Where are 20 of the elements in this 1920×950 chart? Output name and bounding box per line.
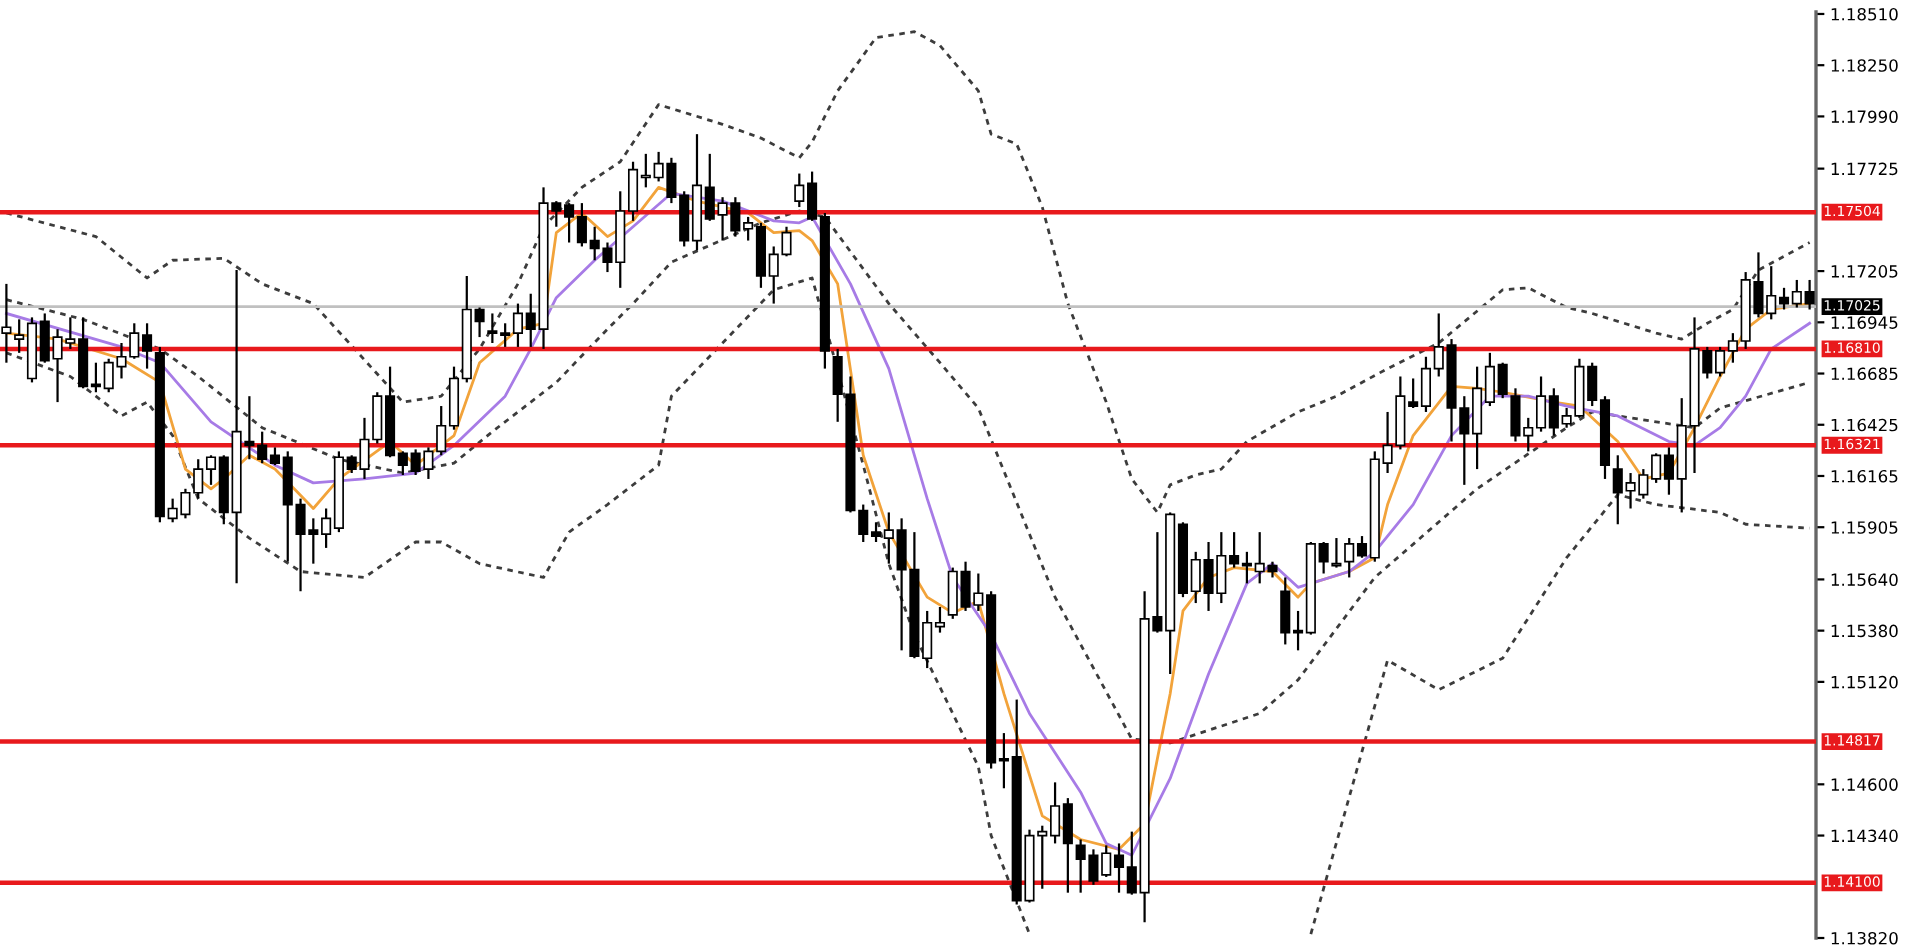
y-tick-label: 1.18510 [1831, 7, 1898, 21]
y-tick-label: 1.13820 [1831, 931, 1898, 945]
y-tick-label: 1.16685 [1831, 367, 1898, 381]
y-tick-label: 1.16165 [1831, 469, 1898, 483]
y-tick-label: 1.15380 [1831, 624, 1898, 638]
candlestick [1, 282, 12, 364]
y-tick-label: 1.14600 [1831, 778, 1898, 791]
line-series [5, 30, 1811, 514]
y-tick-label: 1.17725 [1831, 162, 1898, 176]
line-series [5, 209, 1811, 745]
y-tick-label: 1.14340 [1831, 829, 1898, 843]
line-series [5, 276, 1031, 936]
y-tick-label: 1.15640 [1831, 573, 1898, 586]
y-tick-label: 1.18250 [1831, 59, 1898, 72]
y-tick-label: 1.16425 [1831, 418, 1898, 432]
y-tick-label: 1.17205 [1831, 265, 1898, 278]
y-tick-label: 1.15120 [1831, 675, 1898, 689]
y-tick-label: 1.15905 [1831, 521, 1898, 534]
y-tick-label: 1.16945 [1831, 316, 1898, 329]
y-tick-label: 1.17990 [1831, 110, 1898, 123]
